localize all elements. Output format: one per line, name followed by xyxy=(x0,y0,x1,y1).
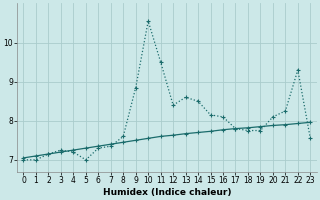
X-axis label: Humidex (Indice chaleur): Humidex (Indice chaleur) xyxy=(103,188,231,197)
